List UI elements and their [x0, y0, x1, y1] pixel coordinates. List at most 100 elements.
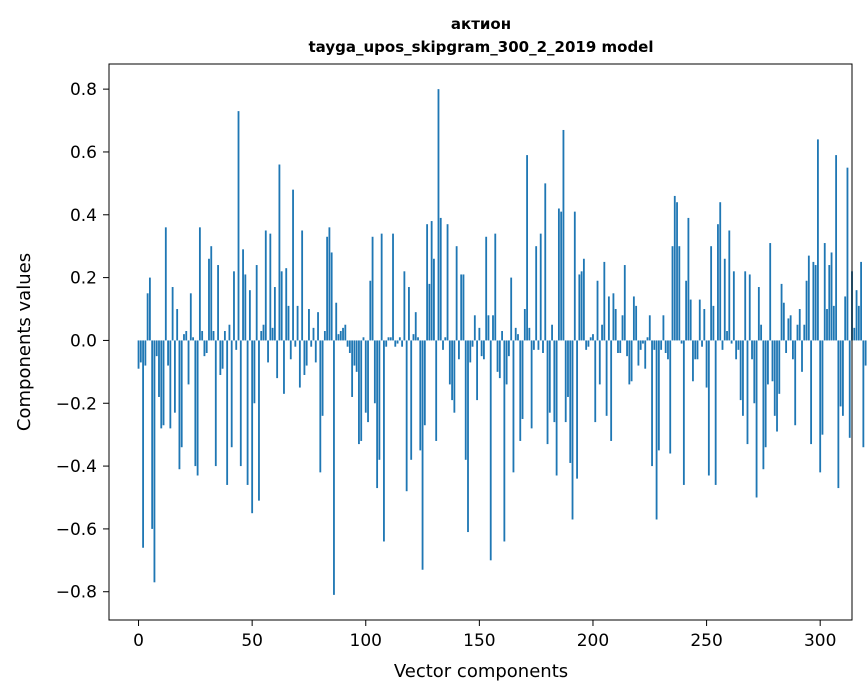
bar — [301, 230, 304, 341]
y-tick-label: 0.2 — [70, 269, 97, 289]
bar — [367, 340, 369, 423]
chart-title-line1: актион — [451, 15, 511, 33]
bar — [576, 340, 578, 479]
bar — [362, 337, 365, 341]
bar — [408, 287, 410, 341]
bar — [748, 274, 751, 341]
bar — [807, 255, 810, 341]
bar — [546, 340, 549, 445]
bar — [148, 277, 151, 341]
bar — [787, 318, 790, 341]
bar — [355, 340, 358, 372]
bar — [285, 268, 288, 341]
bar — [385, 340, 388, 347]
bar — [619, 340, 622, 353]
bar — [217, 265, 219, 341]
bar — [167, 340, 169, 366]
bar — [210, 246, 213, 341]
bar — [846, 167, 849, 341]
bar — [510, 277, 513, 341]
bar — [314, 340, 317, 363]
bar — [396, 340, 399, 344]
bar — [321, 340, 324, 416]
bar — [430, 221, 433, 341]
bar — [639, 340, 642, 350]
bar — [796, 324, 799, 341]
bar — [628, 340, 631, 385]
bar — [657, 340, 660, 451]
bar — [771, 340, 774, 382]
bar — [483, 340, 485, 360]
bar — [446, 224, 449, 341]
bar — [610, 340, 613, 441]
bar — [721, 340, 724, 350]
bar — [732, 271, 735, 341]
bar — [535, 246, 538, 341]
bar — [785, 340, 788, 353]
bar — [405, 340, 408, 492]
bar — [273, 287, 276, 341]
y-tick-label: −0.6 — [56, 520, 97, 540]
bar — [437, 89, 440, 341]
bar — [646, 337, 649, 341]
bar — [594, 340, 597, 423]
bar — [819, 340, 822, 473]
bar — [773, 340, 776, 416]
bar — [230, 340, 233, 448]
bar — [587, 340, 590, 347]
bar — [589, 337, 592, 341]
bar — [426, 224, 429, 341]
bar — [394, 340, 397, 347]
bar — [853, 327, 856, 341]
bar — [539, 233, 542, 341]
bar — [505, 340, 508, 385]
y-tick-label: 0.4 — [70, 206, 97, 226]
x-tick-label: 100 — [350, 631, 382, 651]
bar — [637, 340, 640, 366]
bar — [760, 324, 763, 341]
bar — [860, 261, 862, 341]
bar — [605, 340, 608, 416]
bar — [607, 296, 610, 341]
bar — [248, 290, 251, 341]
bar — [378, 340, 381, 460]
bar — [392, 233, 394, 341]
bar — [757, 287, 760, 341]
bar — [267, 340, 269, 363]
bar — [826, 309, 828, 341]
bar — [507, 340, 510, 357]
bar — [151, 340, 154, 529]
bar — [276, 340, 279, 379]
plot-frame — [108, 63, 853, 621]
bar — [767, 340, 769, 385]
bar — [464, 340, 467, 460]
bar — [223, 331, 226, 341]
bar — [137, 340, 140, 369]
bar — [485, 236, 488, 341]
bar — [676, 202, 678, 341]
bar — [746, 340, 749, 445]
bar — [794, 340, 797, 426]
bar — [632, 296, 635, 341]
bar — [198, 227, 201, 341]
bar — [162, 340, 165, 426]
bar — [655, 340, 658, 520]
bar — [560, 211, 563, 341]
bar — [458, 340, 460, 360]
y-axis-label: Components values — [14, 253, 35, 431]
bar — [421, 340, 424, 570]
bar — [598, 340, 601, 385]
bar — [792, 340, 794, 360]
bar — [260, 331, 263, 341]
bar — [662, 315, 665, 341]
bar — [292, 189, 294, 341]
bar — [523, 309, 526, 341]
bar — [317, 312, 319, 341]
bar — [201, 331, 204, 341]
bar — [696, 340, 699, 360]
bar — [537, 340, 540, 350]
bar — [664, 340, 667, 353]
bar — [769, 243, 772, 341]
bar — [514, 327, 517, 341]
bar — [326, 236, 329, 341]
